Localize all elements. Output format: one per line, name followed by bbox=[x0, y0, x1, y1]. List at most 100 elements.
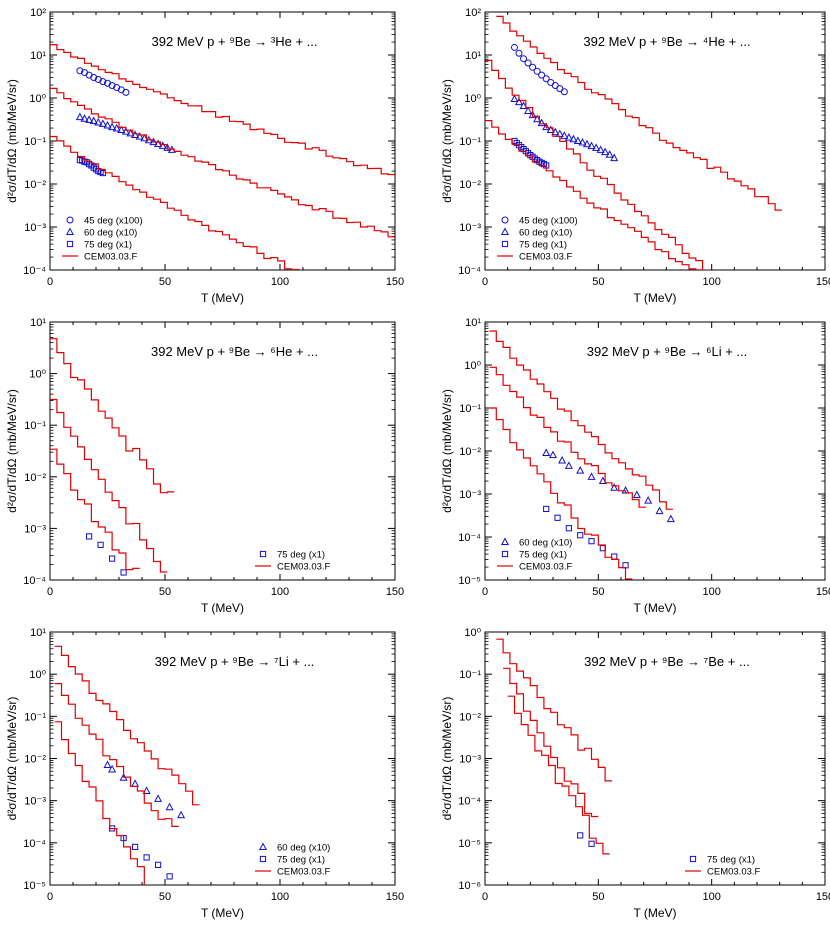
legend-label: 75 deg (x1) bbox=[519, 550, 567, 561]
x-tick-label: 150 bbox=[386, 586, 404, 598]
legend-label: CEM03.03.F bbox=[519, 562, 573, 573]
data-point bbox=[94, 117, 103, 126]
data-point bbox=[108, 764, 117, 773]
y-tick-label: 10⁰ bbox=[29, 369, 46, 381]
data-point bbox=[520, 55, 528, 63]
legend-label: CEM03.03.F bbox=[277, 562, 331, 573]
x-tick-label: 150 bbox=[816, 276, 830, 288]
y-tick-label: 10¹ bbox=[465, 317, 481, 329]
y-tick-label: 10⁻² bbox=[24, 179, 46, 191]
data-point bbox=[80, 114, 89, 122]
x-tick-label: 50 bbox=[592, 586, 604, 598]
data-point bbox=[542, 448, 551, 456]
x-tick-label: 0 bbox=[482, 276, 488, 288]
x-axis-title: T (MeV) bbox=[633, 601, 676, 615]
data-point bbox=[529, 63, 537, 71]
data-point bbox=[85, 115, 94, 123]
data-point bbox=[587, 472, 596, 480]
x-tick-label: 100 bbox=[702, 891, 720, 903]
x-tick-label: 150 bbox=[386, 891, 404, 903]
y-tick-label: 10⁻³ bbox=[459, 222, 481, 234]
x-axis-title: T (MeV) bbox=[633, 906, 676, 920]
data-point bbox=[166, 873, 173, 880]
data-point bbox=[666, 514, 675, 523]
data-point bbox=[132, 843, 139, 851]
data-point bbox=[158, 141, 167, 149]
data-point bbox=[154, 794, 163, 802]
y-tick-label: 10² bbox=[30, 7, 46, 19]
y-axis-title: d²σ/dT/dΩ (mb/MeV/sr) bbox=[5, 697, 19, 821]
model-curve bbox=[50, 44, 395, 176]
y-tick-label: 10⁻⁴ bbox=[458, 265, 481, 277]
panel-title: 392 MeV p + ⁹Be → ⁷Li + ... bbox=[155, 654, 315, 669]
data-point bbox=[155, 861, 162, 868]
data-point bbox=[76, 67, 84, 75]
y-tick-label: 10⁰ bbox=[464, 93, 481, 105]
y-tick-label: 10⁻³ bbox=[459, 489, 481, 501]
data-point bbox=[596, 145, 605, 153]
data-point bbox=[528, 110, 537, 119]
data-point bbox=[560, 131, 569, 139]
y-tick-label: 10⁻³ bbox=[24, 523, 46, 535]
x-tick-label: 50 bbox=[592, 276, 604, 288]
data-point bbox=[573, 136, 582, 144]
x-tick-label: 0 bbox=[482, 586, 488, 598]
y-tick-label: 10⁰ bbox=[29, 93, 46, 105]
y-tick-label: 10¹ bbox=[30, 50, 46, 62]
legend-label: 75 deg (x1) bbox=[277, 855, 325, 866]
legend-marker bbox=[65, 227, 75, 235]
x-tick-label: 150 bbox=[816, 586, 830, 598]
data-point bbox=[140, 133, 149, 142]
data-point bbox=[89, 116, 98, 125]
x-tick-label: 150 bbox=[816, 891, 830, 903]
x-tick-label: 0 bbox=[47, 276, 53, 288]
data-point bbox=[163, 143, 172, 151]
data-point bbox=[655, 506, 664, 515]
model-curve bbox=[50, 448, 140, 571]
model-curve bbox=[503, 667, 599, 818]
data-point bbox=[135, 132, 144, 140]
legend-marker bbox=[66, 216, 74, 224]
data-point bbox=[533, 114, 542, 123]
y-tick-label: 10⁻⁴ bbox=[23, 838, 46, 850]
data-point bbox=[578, 137, 587, 146]
data-point bbox=[524, 106, 533, 114]
legend-label: 75 deg (x1) bbox=[519, 240, 567, 251]
legend-marker bbox=[500, 227, 510, 235]
data-point bbox=[120, 569, 127, 576]
data-point bbox=[108, 122, 117, 131]
legend-label: 60 deg (x10) bbox=[277, 843, 330, 854]
data-point bbox=[537, 118, 546, 127]
data-point bbox=[126, 128, 135, 137]
y-tick-label: 10⁻¹ bbox=[24, 136, 46, 148]
data-point bbox=[592, 143, 601, 151]
model-curve bbox=[496, 638, 612, 782]
data-point bbox=[587, 141, 596, 150]
data-point bbox=[75, 112, 84, 121]
legend-marker bbox=[689, 855, 697, 863]
y-tick-label: 10⁻² bbox=[24, 754, 46, 766]
model-curve bbox=[507, 695, 610, 855]
data-point bbox=[588, 538, 595, 545]
data-point bbox=[632, 490, 641, 498]
x-tick-label: 100 bbox=[271, 276, 289, 288]
model-curve bbox=[54, 721, 152, 885]
y-tick-label: 10⁻³ bbox=[459, 754, 481, 766]
legend-marker bbox=[501, 240, 509, 248]
data-point bbox=[117, 125, 126, 134]
y-tick-label: 10¹ bbox=[465, 50, 481, 62]
x-tick-label: 50 bbox=[159, 891, 171, 903]
legend-label: CEM03.03.F bbox=[84, 252, 138, 263]
x-tick-label: 0 bbox=[482, 891, 488, 903]
data-point bbox=[122, 88, 130, 96]
data-point bbox=[131, 130, 140, 138]
panel-5: 0 50 100 150 10⁻⁵ 10⁻⁴ 10⁻³ 10⁻² 10⁻¹ 10⁰ 10¹ T (Me… bbox=[5, 627, 404, 920]
x-tick-label: 0 bbox=[47, 891, 53, 903]
y-tick-label: 10⁻⁵ bbox=[458, 838, 481, 850]
panel-2: 0 50 100 150 10⁻⁴ 10⁻³ 10⁻² 10⁻¹ 10⁰ 10¹ 10² T (MeV… bbox=[440, 7, 830, 305]
y-tick-label: 10⁻⁶ bbox=[458, 880, 481, 892]
data-point bbox=[510, 94, 519, 102]
data-point bbox=[533, 67, 541, 75]
data-point bbox=[112, 123, 121, 132]
